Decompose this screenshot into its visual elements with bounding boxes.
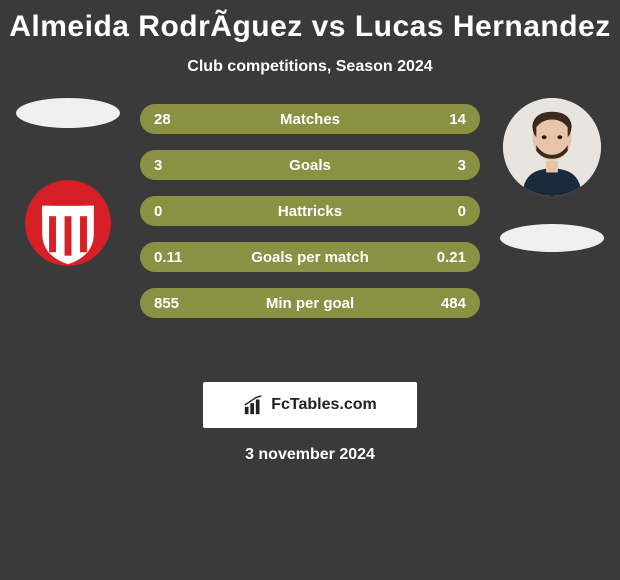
- stat-row: 0.11 Goals per match 0.21: [140, 242, 480, 272]
- stat-right-value: 14: [428, 111, 466, 128]
- player-right-column: [492, 98, 612, 252]
- comparison-panel: 28 Matches 14 3 Goals 3 0 Hattricks 0 0.…: [0, 104, 620, 364]
- player-left-column: [8, 98, 128, 266]
- fctables-text: FcTables.com: [271, 396, 377, 414]
- stat-row: 28 Matches 14: [140, 104, 480, 134]
- player-left-club-badge: [25, 180, 111, 266]
- player-right-avatar: [503, 98, 601, 196]
- stat-left-value: 855: [154, 295, 192, 312]
- stat-label: Goals: [192, 157, 428, 174]
- fctables-watermark: FcTables.com: [203, 382, 417, 428]
- stat-row: 3 Goals 3: [140, 150, 480, 180]
- stat-left-value: 0.11: [154, 249, 192, 266]
- stat-label: Goals per match: [192, 249, 428, 266]
- stat-right-value: 0.21: [428, 249, 466, 266]
- stat-left-value: 3: [154, 157, 192, 174]
- stat-left-value: 0: [154, 203, 192, 220]
- page-title: Almeida RodrÃ­guez vs Lucas Hernandez: [0, 0, 620, 44]
- subtitle: Club competitions, Season 2024: [0, 58, 620, 76]
- stat-row: 855 Min per goal 484: [140, 288, 480, 318]
- player-right-club-placeholder: [500, 224, 604, 252]
- stat-right-value: 0: [428, 203, 466, 220]
- stat-right-value: 484: [428, 295, 466, 312]
- stats-list: 28 Matches 14 3 Goals 3 0 Hattricks 0 0.…: [140, 104, 480, 318]
- player-left-avatar-placeholder: [16, 98, 120, 128]
- shield-icon: [25, 180, 111, 266]
- stat-right-value: 3: [428, 157, 466, 174]
- date-text: 3 november 2024: [0, 446, 620, 464]
- stat-label: Min per goal: [192, 295, 428, 312]
- avatar-icon: [503, 98, 601, 196]
- stat-left-value: 28: [154, 111, 192, 128]
- bar-chart-icon: [243, 394, 265, 416]
- stat-row: 0 Hattricks 0: [140, 196, 480, 226]
- stat-label: Hattricks: [192, 203, 428, 220]
- stat-label: Matches: [192, 111, 428, 128]
